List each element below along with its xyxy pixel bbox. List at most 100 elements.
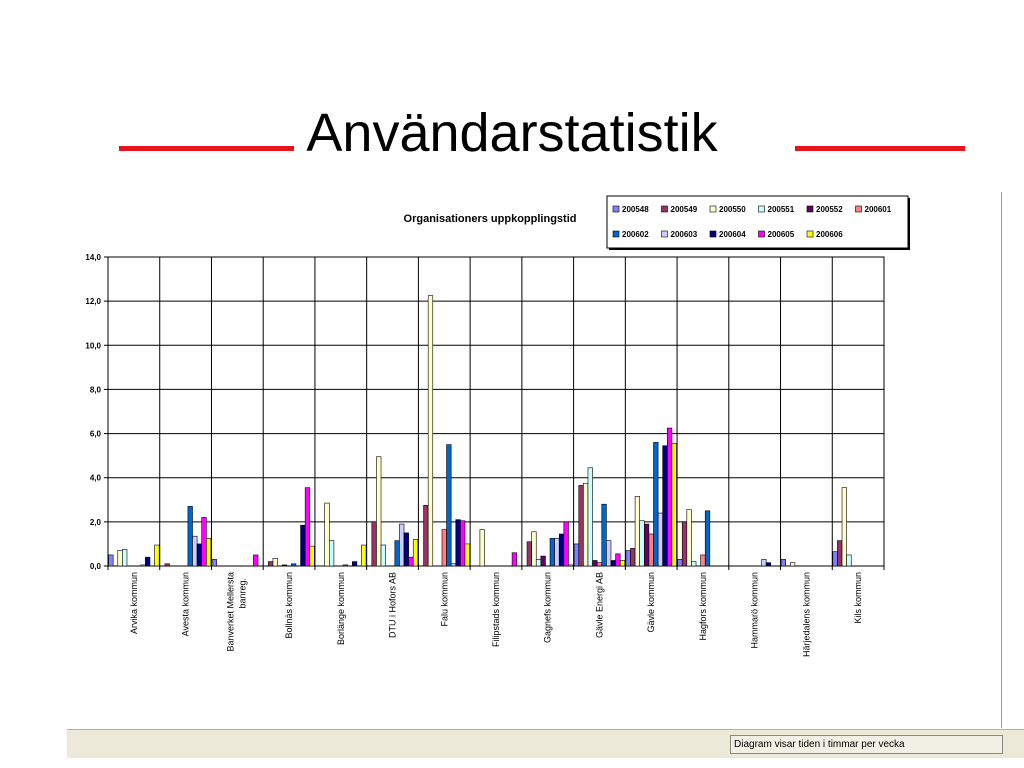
bar (272, 557, 278, 567)
status-note: Diagram visar tiden i timmar per vecka (730, 735, 1003, 754)
bar (526, 541, 532, 567)
legend-label: 200604 (719, 230, 746, 239)
x-tick-label: Falu kommun (439, 572, 449, 627)
bar (460, 520, 466, 567)
bar (596, 562, 603, 567)
bar (634, 496, 640, 567)
bar (450, 563, 457, 567)
bar (558, 533, 565, 567)
bar (619, 560, 626, 567)
bar (423, 504, 429, 567)
bar (211, 559, 217, 567)
bar (610, 560, 616, 567)
bar (300, 524, 306, 567)
bar (789, 562, 796, 567)
bar (446, 444, 452, 567)
bar (351, 561, 358, 567)
x-tick-label: Gävle Energi AB (594, 572, 604, 638)
legend-label: 200548 (622, 205, 649, 214)
legend-swatch (612, 205, 620, 213)
x-tick-label: Filipstads kommun (491, 572, 501, 647)
bar (630, 548, 636, 567)
bar (573, 543, 580, 567)
legend-swatch (661, 230, 668, 238)
x-tick-label: DTU i Hofors AB (388, 572, 398, 638)
bar (281, 564, 288, 567)
y-tick-label: 8,0 (90, 385, 102, 394)
y-tick-label: 12,0 (85, 297, 101, 306)
legend-label: 200602 (622, 230, 649, 239)
x-tick-label: Hammarö kommun (750, 572, 760, 649)
bar (145, 556, 151, 567)
x-tick-label: Kils kommun (853, 572, 863, 624)
bar (587, 467, 593, 567)
legend-label: 200549 (671, 205, 698, 214)
plot-border (107, 256, 885, 567)
bar (691, 561, 697, 567)
x-tick-label: Bollnäs kommun (284, 572, 294, 639)
bar (399, 523, 405, 567)
bar (700, 554, 706, 567)
y-tick-label: 2,0 (90, 518, 102, 527)
bar (268, 561, 274, 567)
bar (140, 564, 146, 567)
bar (761, 559, 767, 567)
bar (455, 519, 461, 567)
x-tick-label: Arvika kommun (129, 572, 139, 634)
bar (531, 531, 537, 567)
bar (403, 532, 409, 567)
legend (606, 195, 909, 249)
bar (832, 551, 838, 567)
bar (666, 427, 673, 567)
title-rule-right (795, 146, 965, 151)
bar (164, 563, 170, 567)
legend-swatch (758, 230, 765, 238)
bar (108, 554, 114, 567)
bar (606, 540, 612, 567)
bar (677, 559, 683, 567)
bar (704, 510, 711, 567)
bar (464, 543, 470, 567)
bar (841, 487, 847, 567)
bar (601, 503, 607, 567)
chart-title: Organisationers uppkopplingstid (404, 213, 577, 225)
legend-label: 200552 (816, 205, 843, 214)
bar (653, 442, 659, 567)
bar (563, 521, 569, 567)
legend-swatch (709, 205, 717, 213)
x-tick-label: Gävle kommun (646, 572, 656, 633)
bar (578, 485, 584, 567)
bar (441, 529, 447, 567)
bar (291, 563, 297, 567)
bar (253, 554, 259, 567)
bar (549, 538, 555, 567)
x-tick-label: Avesta kommun (181, 572, 191, 636)
bar (648, 533, 654, 567)
y-tick-label: 10,0 (85, 341, 101, 350)
bar (117, 550, 123, 567)
bar (592, 560, 598, 567)
legend-label: 200601 (865, 205, 892, 214)
legend-label: 200605 (768, 230, 795, 239)
y-tick-label: 4,0 (90, 474, 102, 483)
bar (686, 509, 692, 567)
x-tick-label: Hagfors kommun (698, 572, 708, 641)
bar (671, 443, 677, 567)
legend-swatch (661, 205, 668, 213)
bar (639, 520, 645, 567)
legend-swatch (612, 230, 620, 238)
bar (583, 482, 589, 567)
bar (780, 559, 786, 567)
x-tick-label: Härjedalens kommun (801, 572, 811, 657)
bar (201, 517, 207, 567)
bar (380, 544, 386, 567)
legend-swatch (709, 230, 717, 238)
bar (206, 538, 212, 567)
legend-label: 200551 (768, 205, 795, 214)
bar (342, 564, 349, 567)
bar (196, 543, 203, 567)
bar (837, 540, 843, 567)
bar (187, 506, 193, 567)
legend-swatch (855, 205, 862, 213)
